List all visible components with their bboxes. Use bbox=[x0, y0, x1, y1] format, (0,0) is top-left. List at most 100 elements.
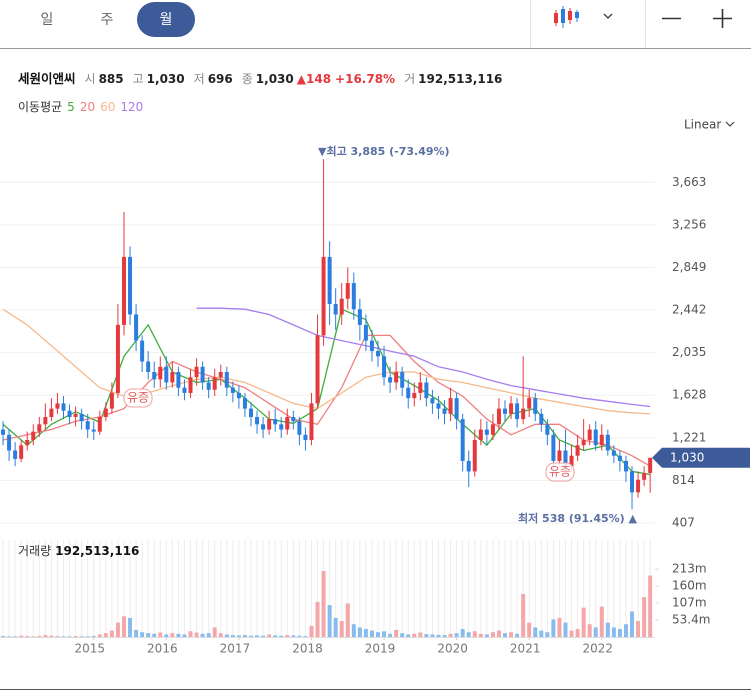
candle-body bbox=[236, 392, 241, 399]
candle-body bbox=[31, 431, 36, 441]
candle-body bbox=[321, 256, 326, 336]
candle-body bbox=[400, 372, 405, 388]
volume-bar bbox=[484, 634, 489, 637]
candle-body bbox=[351, 283, 356, 310]
volume-tick-label: 107m bbox=[672, 595, 707, 609]
volume-bar bbox=[515, 633, 520, 637]
quote-part: 종 bbox=[242, 72, 253, 86]
candle-body bbox=[587, 429, 592, 441]
x-tick-label: 2018 bbox=[292, 642, 323, 656]
candle-body bbox=[121, 256, 126, 325]
volume-bar bbox=[436, 634, 441, 637]
volume-bar bbox=[339, 621, 344, 637]
candle-body bbox=[261, 424, 266, 430]
zoom-in-button[interactable] bbox=[713, 9, 732, 28]
volume-bar bbox=[303, 636, 308, 637]
candle-body bbox=[412, 392, 417, 399]
volume-bar bbox=[103, 633, 108, 637]
volume-bar bbox=[333, 617, 338, 637]
volume-bar bbox=[563, 622, 568, 637]
candle-body bbox=[140, 340, 145, 362]
volume-bar bbox=[351, 624, 356, 637]
period-tab[interactable]: 일 bbox=[41, 12, 54, 28]
volume-bar bbox=[43, 635, 48, 637]
volume-bar bbox=[412, 633, 417, 637]
candle-body bbox=[13, 450, 18, 459]
candle-body bbox=[297, 421, 302, 435]
y-tick-label: 1,221 bbox=[672, 430, 706, 444]
volume-bar bbox=[85, 636, 90, 637]
volume-bar bbox=[115, 622, 120, 637]
chart-type-button[interactable] bbox=[554, 6, 579, 28]
event-badge bbox=[545, 462, 575, 482]
volume-bar bbox=[315, 601, 320, 637]
active-tab-bg[interactable] bbox=[137, 2, 195, 37]
y-tick-label: 3,663 bbox=[672, 175, 706, 189]
last-price-tag bbox=[652, 447, 750, 468]
volume-bar bbox=[236, 635, 241, 637]
candle-body bbox=[630, 471, 635, 493]
last-price-label: 1,030 bbox=[670, 450, 704, 464]
candle-body bbox=[103, 408, 108, 417]
event-label: 유증 bbox=[549, 465, 571, 479]
candle-body bbox=[85, 421, 90, 430]
period-tab[interactable]: 월 bbox=[160, 12, 173, 28]
candle-body bbox=[37, 424, 42, 432]
quote-part: 885 bbox=[99, 72, 124, 86]
volume-bar bbox=[357, 627, 362, 637]
volume-bar bbox=[478, 633, 483, 637]
dropdown-chevron[interactable] bbox=[603, 13, 613, 19]
volume-bar bbox=[509, 632, 514, 637]
candle-body bbox=[200, 366, 205, 383]
low-annotation: 최저 538 (91.45%) ▲ bbox=[518, 511, 638, 525]
y-tick-label: 2,442 bbox=[672, 303, 706, 317]
y-tick-label: 1,628 bbox=[672, 388, 706, 402]
volume-bar bbox=[527, 622, 532, 637]
event-badge bbox=[123, 388, 153, 408]
moving-average-line bbox=[196, 307, 651, 408]
x-tick-label: 2015 bbox=[74, 642, 105, 656]
x-tick-label: 2016 bbox=[147, 642, 178, 656]
volume-bar bbox=[636, 621, 641, 637]
scale-chevron[interactable] bbox=[725, 121, 735, 127]
candle-body bbox=[315, 335, 320, 404]
candle-body bbox=[642, 472, 647, 480]
candle-body bbox=[545, 424, 550, 435]
candle-body bbox=[285, 416, 290, 430]
quote-part: 거 bbox=[404, 72, 415, 86]
candle-body bbox=[575, 445, 580, 456]
volume-bar bbox=[206, 633, 211, 637]
candle-body bbox=[442, 408, 447, 414]
ma-legend-entry: 20 bbox=[80, 100, 95, 114]
candle-body bbox=[291, 416, 296, 422]
volume-bar bbox=[152, 633, 157, 637]
period-tab[interactable]: 주 bbox=[101, 12, 114, 28]
candle-body bbox=[503, 408, 508, 414]
volume-bar bbox=[551, 619, 556, 637]
candle-body bbox=[109, 392, 114, 409]
candle-body bbox=[563, 450, 568, 467]
volume-bar bbox=[109, 630, 114, 637]
volume-bar bbox=[91, 636, 96, 637]
candle-body bbox=[49, 408, 54, 417]
candle-body bbox=[206, 382, 211, 390]
ma-legend-title: 이동평균 bbox=[18, 100, 62, 114]
candle-body bbox=[170, 372, 175, 383]
scale-label[interactable]: Linear bbox=[684, 118, 721, 132]
scale-selector[interactable]: Linear bbox=[684, 118, 735, 132]
volume-bar bbox=[146, 633, 151, 637]
volume-bar bbox=[1, 636, 6, 637]
ma-legend-entry: 120 bbox=[120, 100, 143, 114]
candle-body bbox=[527, 398, 532, 409]
volume-bar bbox=[212, 627, 217, 637]
volume-bar bbox=[569, 630, 574, 637]
candle-body bbox=[357, 309, 362, 325]
candle-body bbox=[376, 351, 381, 357]
candle-body bbox=[569, 455, 574, 467]
volume-bar bbox=[73, 636, 78, 637]
quote-part: 고 bbox=[133, 72, 144, 86]
candle-body bbox=[460, 419, 465, 461]
toolbar bbox=[0, 0, 751, 49]
volume-bar bbox=[345, 603, 350, 637]
volume-bar bbox=[285, 635, 290, 637]
